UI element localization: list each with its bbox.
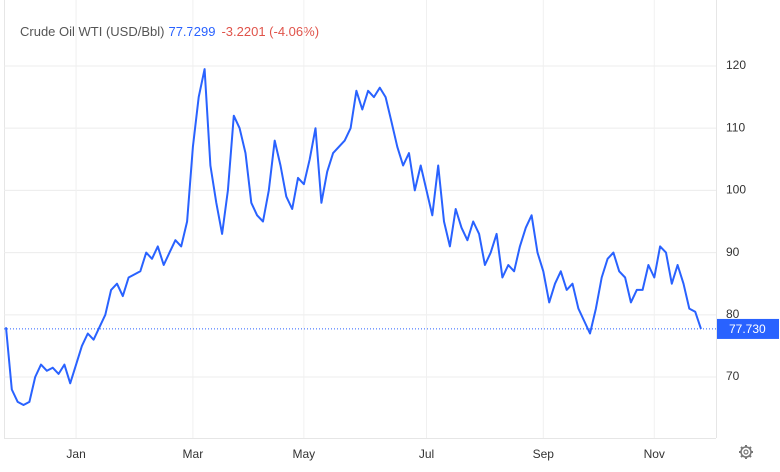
y-tick-label: 120 [726,58,746,72]
settings-icon[interactable] [739,445,753,459]
x-tick-label: Sep [533,447,555,461]
x-tick-label: May [293,447,316,461]
y-tick-label: 110 [726,120,745,134]
x-tick-label: Jan [66,447,85,461]
y-tick-label: 90 [726,245,740,259]
y-tick-label: 70 [726,369,740,383]
header: Crude Oil WTI (USD/Bbl) 77.7299 -3.2201 (-… [20,24,319,39]
x-tick-label: Nov [644,447,665,461]
instrument-name: Crude Oil WTI (USD/Bbl) [20,24,164,39]
x-tick-label: Jul [419,447,434,461]
y-tick-label: 80 [726,307,740,321]
last-price-label: 77.730 [729,322,766,336]
price: 77.7299 [168,24,215,39]
y-tick-label: 100 [726,183,746,197]
change: -3.2201 (-4.06%) [221,24,319,39]
x-tick-label: Mar [183,447,204,461]
price-line [5,68,702,406]
last-price-box [717,318,779,339]
